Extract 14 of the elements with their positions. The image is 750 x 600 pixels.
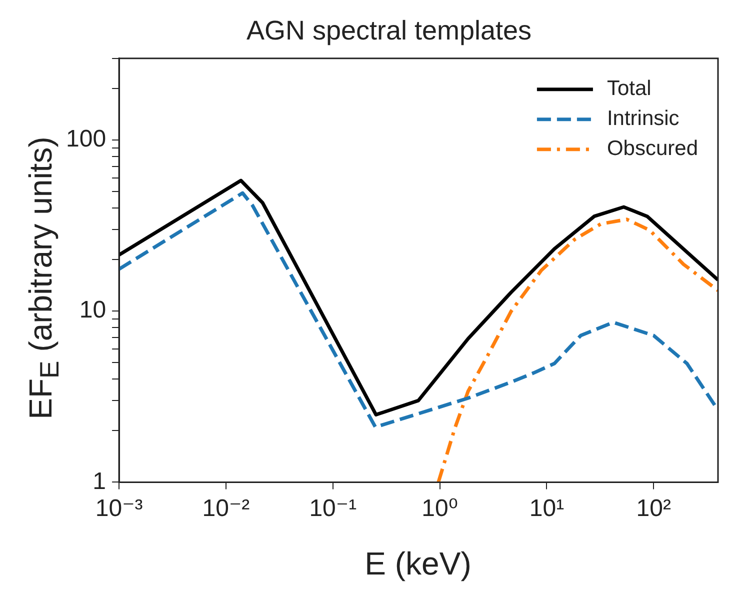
x-tick-label: 10⁻² <box>202 495 250 522</box>
x-tick-label: 10¹ <box>529 495 564 522</box>
y-tick-label: 100 <box>66 126 106 153</box>
legend-label: Obscured <box>606 137 698 160</box>
x-tick-label: 10⁻¹ <box>309 495 357 522</box>
y-tick-label: 1 <box>92 468 106 495</box>
x-tick-label: 10⁰ <box>422 495 458 522</box>
x-tick-label: 10² <box>636 495 671 522</box>
legend-label: Intrinsic <box>606 107 680 130</box>
x-tick-label: 10⁻³ <box>95 495 143 522</box>
chart-title: AGN spectral templates <box>246 16 532 46</box>
y-tick-label: 10 <box>79 296 106 324</box>
x-axis-title: E (keV) <box>364 546 472 582</box>
legend-label: Total <box>606 77 652 100</box>
